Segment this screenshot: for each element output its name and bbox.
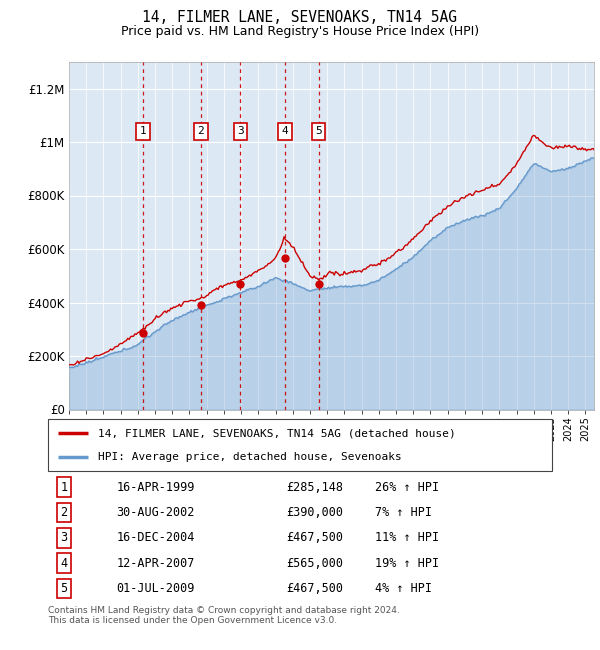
Text: 26% ↑ HPI: 26% ↑ HPI <box>376 481 439 494</box>
Text: 4: 4 <box>281 126 288 136</box>
Text: 16-APR-1999: 16-APR-1999 <box>116 481 195 494</box>
Text: £467,500: £467,500 <box>287 582 344 595</box>
Text: 4% ↑ HPI: 4% ↑ HPI <box>376 582 433 595</box>
Text: 14, FILMER LANE, SEVENOAKS, TN14 5AG: 14, FILMER LANE, SEVENOAKS, TN14 5AG <box>143 10 458 25</box>
Text: 1: 1 <box>139 126 146 136</box>
Text: 30-AUG-2002: 30-AUG-2002 <box>116 506 195 519</box>
Text: £565,000: £565,000 <box>287 556 344 569</box>
Text: £467,500: £467,500 <box>287 532 344 545</box>
Text: 12-APR-2007: 12-APR-2007 <box>116 556 195 569</box>
Text: 2: 2 <box>60 506 67 519</box>
Text: HPI: Average price, detached house, Sevenoaks: HPI: Average price, detached house, Seve… <box>98 452 402 462</box>
Text: 11% ↑ HPI: 11% ↑ HPI <box>376 532 439 545</box>
Text: 5: 5 <box>315 126 322 136</box>
Text: 4: 4 <box>60 556 67 569</box>
Text: 7% ↑ HPI: 7% ↑ HPI <box>376 506 433 519</box>
Text: Price paid vs. HM Land Registry's House Price Index (HPI): Price paid vs. HM Land Registry's House … <box>121 25 479 38</box>
Text: 19% ↑ HPI: 19% ↑ HPI <box>376 556 439 569</box>
Text: 1: 1 <box>60 481 67 494</box>
Text: £390,000: £390,000 <box>287 506 344 519</box>
Text: 01-JUL-2009: 01-JUL-2009 <box>116 582 195 595</box>
Text: Contains HM Land Registry data © Crown copyright and database right 2024.
This d: Contains HM Land Registry data © Crown c… <box>48 606 400 625</box>
Text: 5: 5 <box>60 582 67 595</box>
FancyBboxPatch shape <box>48 419 552 471</box>
Text: 2: 2 <box>197 126 204 136</box>
Text: 14, FILMER LANE, SEVENOAKS, TN14 5AG (detached house): 14, FILMER LANE, SEVENOAKS, TN14 5AG (de… <box>98 428 456 438</box>
Text: £285,148: £285,148 <box>287 481 344 494</box>
Text: 16-DEC-2004: 16-DEC-2004 <box>116 532 195 545</box>
Text: 3: 3 <box>237 126 244 136</box>
Text: 3: 3 <box>60 532 67 545</box>
